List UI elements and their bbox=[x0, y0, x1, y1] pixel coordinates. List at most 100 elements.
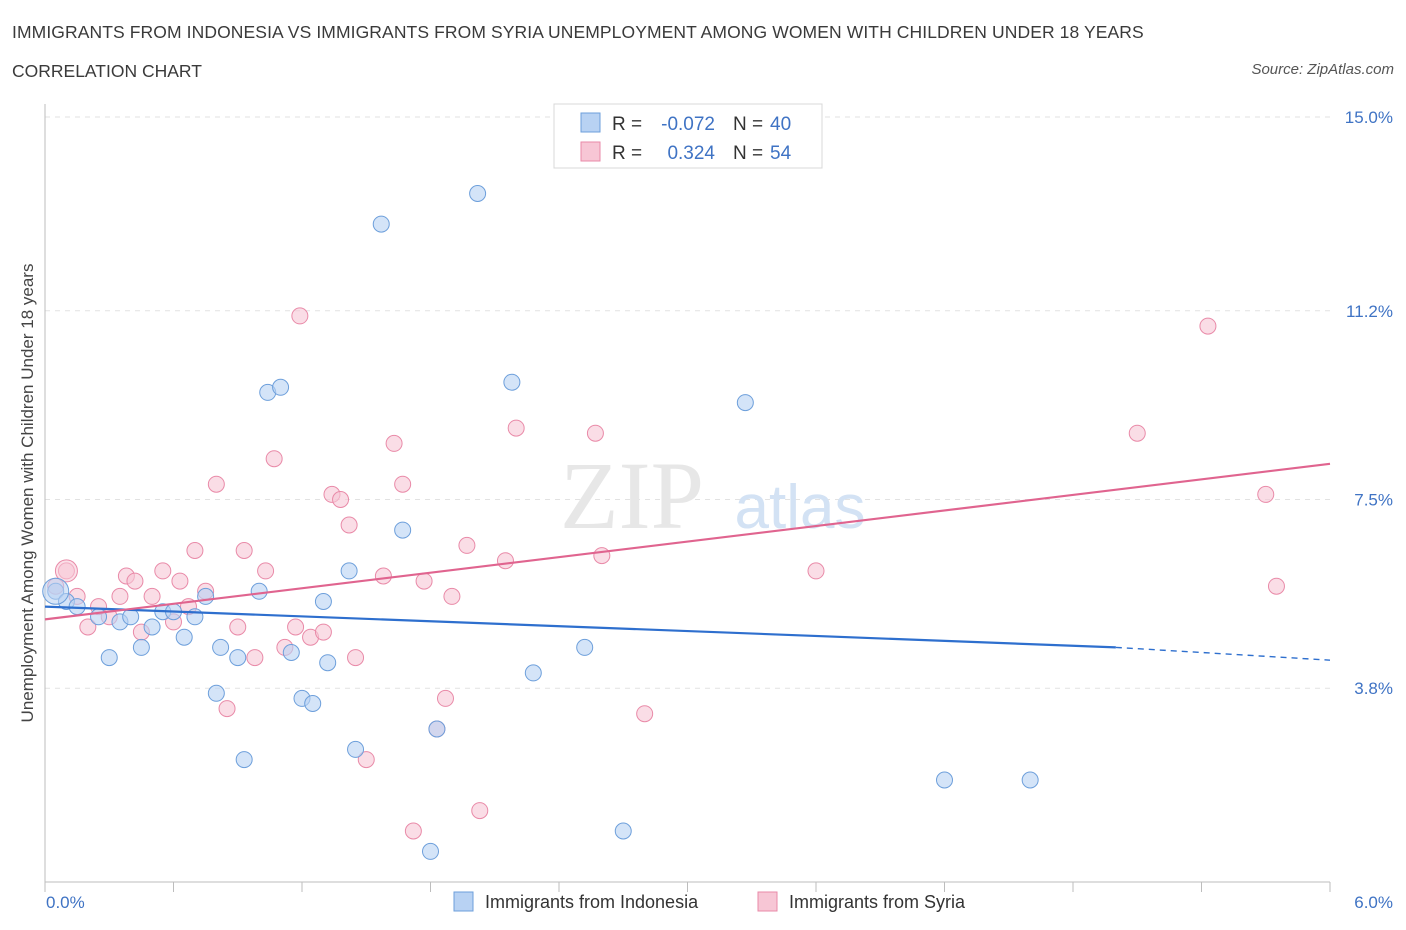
bottom-legend-label-indonesia: Immigrants from Indonesia bbox=[485, 892, 699, 912]
point-indonesia bbox=[122, 608, 140, 626]
point-indonesia bbox=[576, 638, 594, 656]
point-indonesia bbox=[235, 751, 253, 769]
point-syria bbox=[1257, 485, 1275, 503]
legend-r-label-syria: R = bbox=[612, 143, 642, 164]
point-indonesia bbox=[197, 587, 215, 605]
legend-r-label-indonesia: R = bbox=[612, 114, 642, 135]
y-tick-label: 15.0% bbox=[1345, 108, 1393, 127]
point-syria bbox=[143, 587, 161, 605]
source-credit: Source: ZipAtlas.com bbox=[1251, 61, 1394, 78]
point-indonesia bbox=[524, 664, 542, 682]
bottom-legend-label-syria: Immigrants from Syria bbox=[789, 892, 966, 912]
point-syria bbox=[235, 542, 253, 559]
point-indonesia bbox=[212, 638, 230, 656]
point-syria bbox=[154, 562, 172, 580]
point-syria bbox=[458, 536, 476, 554]
point-indonesia bbox=[100, 649, 118, 667]
point-syria bbox=[54, 559, 78, 583]
point-indonesia bbox=[422, 842, 439, 860]
legend-swatch-indonesia bbox=[580, 112, 601, 133]
gridlines bbox=[45, 116, 1330, 689]
point-syria bbox=[171, 572, 189, 590]
chart-title: IMMIGRANTS FROM INDONESIA VS IMMIGRANTS … bbox=[12, 22, 1144, 42]
point-syria bbox=[436, 689, 454, 707]
point-indonesia bbox=[428, 720, 446, 738]
point-syria bbox=[593, 547, 611, 565]
point-indonesia bbox=[207, 684, 225, 702]
series-legend: Immigrants from Indonesia Immigrants fro… bbox=[453, 891, 966, 912]
point-syria bbox=[314, 623, 332, 641]
bottom-legend-swatch-syria bbox=[757, 891, 778, 912]
trend-line-syria bbox=[44, 462, 1331, 621]
point-syria bbox=[636, 705, 654, 723]
point-syria bbox=[586, 424, 604, 442]
point-syria bbox=[257, 562, 275, 580]
point-indonesia bbox=[936, 771, 953, 789]
point-syria bbox=[218, 700, 236, 718]
point-syria bbox=[126, 572, 144, 590]
point-syria bbox=[229, 618, 247, 636]
x-tick-label-max: 6.0% bbox=[1354, 893, 1393, 912]
legend-r-value-syria: 0.324 bbox=[667, 143, 715, 164]
y-tick-label: 7.5% bbox=[1354, 491, 1393, 510]
y-tick-label: 11.2% bbox=[1346, 302, 1393, 321]
series-syria-points bbox=[47, 307, 1285, 840]
point-syria bbox=[385, 434, 403, 452]
correlation-legend: R = -0.072 N = 40 R = 0.324 N = 54 bbox=[553, 103, 823, 169]
watermark-zip: ZIP bbox=[560, 442, 704, 549]
trend-line-indonesia-extension bbox=[1115, 646, 1331, 661]
series-indonesia-points bbox=[42, 185, 1039, 860]
x-tick-label-min: 0.0% bbox=[46, 893, 85, 912]
point-indonesia bbox=[229, 649, 247, 667]
point-syria bbox=[347, 649, 365, 667]
x-tick-marks bbox=[44, 882, 1331, 892]
legend-n-label-indonesia: N = bbox=[733, 114, 763, 135]
point-indonesia bbox=[143, 618, 161, 636]
legend-n-value-indonesia: 40 bbox=[770, 114, 791, 135]
point-syria bbox=[246, 649, 264, 667]
legend-swatch-syria bbox=[580, 141, 601, 162]
point-indonesia bbox=[272, 378, 290, 396]
point-indonesia bbox=[340, 562, 358, 580]
point-indonesia bbox=[1021, 771, 1039, 789]
chart-subtitle: CORRELATION CHART bbox=[12, 61, 202, 81]
point-indonesia bbox=[736, 394, 754, 412]
point-syria bbox=[471, 802, 489, 820]
legend-n-label-syria: N = bbox=[733, 143, 763, 164]
point-indonesia bbox=[394, 521, 412, 539]
trend-line-indonesia bbox=[44, 605, 1116, 649]
point-indonesia bbox=[250, 582, 268, 600]
point-indonesia bbox=[314, 593, 332, 610]
point-syria bbox=[207, 475, 225, 493]
point-syria bbox=[1267, 577, 1285, 595]
watermark-atlas: atlas bbox=[735, 473, 866, 542]
bottom-legend-swatch-indonesia bbox=[453, 891, 474, 912]
point-indonesia bbox=[347, 740, 365, 758]
point-syria bbox=[443, 587, 461, 605]
point-indonesia bbox=[469, 185, 487, 202]
point-indonesia bbox=[175, 628, 193, 646]
point-syria bbox=[357, 751, 375, 769]
point-indonesia bbox=[319, 654, 337, 672]
point-syria bbox=[496, 552, 514, 570]
point-syria bbox=[265, 450, 283, 468]
point-indonesia bbox=[282, 644, 300, 661]
point-syria bbox=[111, 587, 129, 605]
point-indonesia bbox=[372, 215, 390, 233]
y-axis-label: Unemployment Among Women with Children U… bbox=[18, 264, 37, 723]
point-indonesia bbox=[304, 695, 322, 712]
point-syria bbox=[79, 618, 97, 636]
point-syria bbox=[1128, 424, 1146, 442]
point-syria bbox=[394, 475, 412, 493]
point-syria bbox=[291, 307, 309, 325]
point-syria bbox=[404, 822, 422, 840]
point-indonesia bbox=[614, 822, 632, 840]
point-syria bbox=[332, 491, 350, 508]
point-syria bbox=[340, 516, 358, 534]
point-syria bbox=[807, 562, 825, 580]
point-indonesia bbox=[132, 638, 150, 656]
y-tick-label: 3.8% bbox=[1354, 679, 1393, 698]
y-tick-labels: 3.8% 7.5% 11.2% 15.0% bbox=[1345, 108, 1393, 698]
point-syria bbox=[186, 542, 204, 559]
